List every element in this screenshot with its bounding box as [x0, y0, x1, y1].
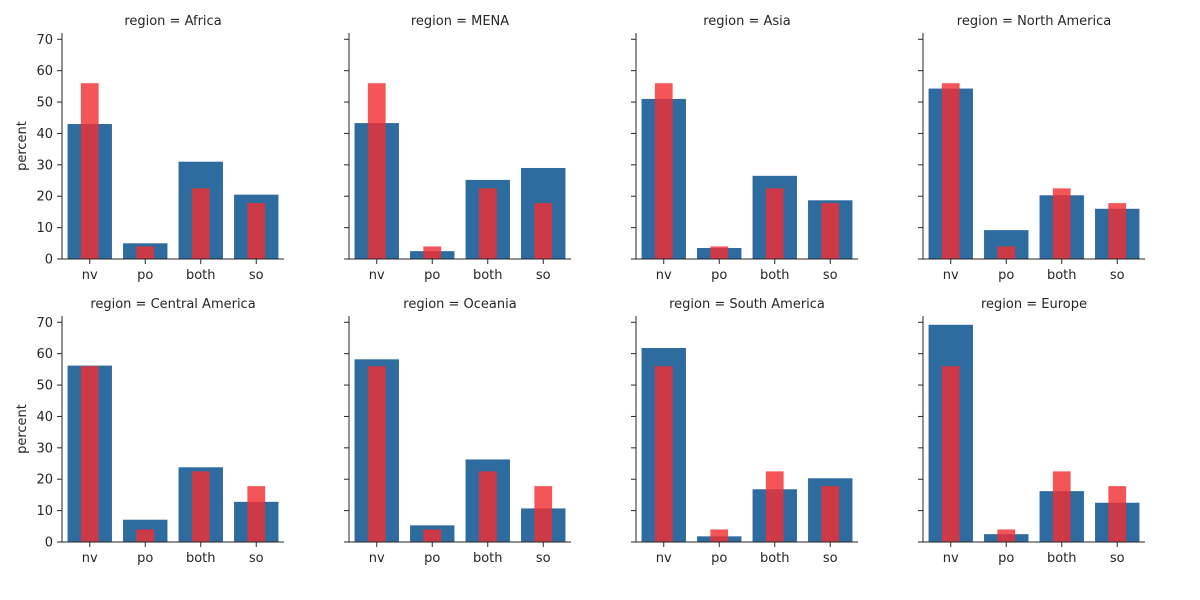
- bar-overall-nv: [80, 83, 99, 259]
- x-tick-label: both: [473, 268, 503, 283]
- bar-overall-po: [136, 529, 155, 542]
- facet-title: region = Europe: [981, 297, 1087, 312]
- bar-overall-po: [997, 529, 1016, 542]
- x-tick-label: so: [249, 551, 264, 566]
- bar-overall-both: [765, 188, 784, 259]
- bar-overall-so: [534, 203, 553, 259]
- x-tick-label: both: [473, 551, 503, 566]
- y-tick-label: 70: [36, 33, 53, 48]
- x-tick-label: po: [998, 268, 1014, 283]
- y-tick-label: 40: [36, 127, 53, 142]
- y-tick-label: 40: [36, 410, 53, 425]
- y-tick-label: 70: [36, 316, 53, 331]
- bar-overall-so: [1108, 486, 1127, 542]
- x-tick-label: nv: [369, 551, 385, 566]
- y-axis-label: percent: [15, 121, 30, 171]
- y-axis-label: percent: [15, 404, 30, 454]
- y-tick-label: 20: [36, 190, 53, 205]
- facet-title: region = South America: [669, 297, 825, 312]
- bar-overall-both: [765, 471, 784, 542]
- bar-overall-both: [191, 471, 210, 542]
- x-tick-label: nv: [82, 268, 98, 283]
- facet-panel: region = Europe nv po both so: [918, 297, 1145, 566]
- y-tick-label: 30: [36, 158, 53, 173]
- x-tick-label: nv: [656, 268, 672, 283]
- facet-title: region = North America: [957, 14, 1111, 29]
- bar-overall-both: [1052, 188, 1071, 259]
- bar-overall-so: [1108, 203, 1127, 259]
- y-tick-label: 20: [36, 473, 53, 488]
- x-tick-label: so: [249, 268, 264, 283]
- x-tick-label: po: [711, 268, 727, 283]
- bar-overall-nv: [941, 366, 960, 542]
- x-tick-label: both: [186, 551, 216, 566]
- y-tick-label: 0: [45, 536, 53, 551]
- bar-overall-po: [710, 246, 729, 259]
- bar-overall-po: [423, 246, 442, 259]
- bar-overall-both: [191, 188, 210, 259]
- bar-overall-nv: [654, 83, 673, 259]
- x-tick-label: po: [137, 268, 153, 283]
- bar-overall-po: [997, 246, 1016, 259]
- bar-overall-po: [710, 529, 729, 542]
- bar-overall-so: [247, 203, 266, 259]
- x-tick-label: nv: [943, 551, 959, 566]
- x-tick-label: both: [760, 268, 790, 283]
- y-tick-label: 10: [36, 504, 53, 519]
- x-tick-label: nv: [369, 268, 385, 283]
- facet-panel: region = Oceania nv po both so: [344, 297, 571, 566]
- y-tick-label: 30: [36, 441, 53, 456]
- y-tick-label: 0: [45, 253, 53, 268]
- x-tick-label: po: [424, 268, 440, 283]
- bar-overall-so: [821, 486, 840, 542]
- y-tick-label: 50: [36, 96, 53, 111]
- bar-overall-po: [423, 529, 442, 542]
- x-tick-label: so: [536, 268, 551, 283]
- x-tick-label: nv: [656, 551, 672, 566]
- facet-panel: region = Africa nv po both so 0 10 20 30 40 50 60 70…: [15, 14, 284, 283]
- x-tick-label: so: [1110, 268, 1125, 283]
- x-tick-label: so: [1110, 551, 1125, 566]
- y-tick-label: 10: [36, 221, 53, 236]
- facet-title: region = Africa: [124, 14, 221, 29]
- facet-panel: region = Central America nv po both so 0 10 20 3…: [15, 297, 284, 566]
- x-tick-label: nv: [943, 268, 959, 283]
- facet-title: region = MENA: [411, 14, 509, 29]
- bar-overall-so: [534, 486, 553, 542]
- bar-overall-both: [478, 188, 497, 259]
- bar-overall-both: [478, 471, 497, 542]
- facet-panel: region = MENA nv po both so: [344, 14, 571, 283]
- x-tick-label: so: [823, 551, 838, 566]
- bar-overall-nv: [654, 366, 673, 542]
- x-tick-label: po: [424, 551, 440, 566]
- bar-overall-both: [1052, 471, 1071, 542]
- bar-overall-nv: [941, 83, 960, 259]
- y-tick-label: 50: [36, 379, 53, 394]
- x-tick-label: both: [760, 551, 790, 566]
- bar-overall-nv: [80, 366, 99, 542]
- x-tick-label: po: [998, 551, 1014, 566]
- x-tick-label: both: [1047, 268, 1077, 283]
- x-tick-label: both: [186, 268, 216, 283]
- x-tick-label: nv: [82, 551, 98, 566]
- bar-overall-nv: [367, 366, 386, 542]
- bar-overall-nv: [367, 83, 386, 259]
- x-tick-label: both: [1047, 551, 1077, 566]
- bar-overall-so: [821, 203, 840, 259]
- facet-panel: region = Asia nv po both so: [631, 14, 858, 283]
- x-tick-label: so: [536, 551, 551, 566]
- facet-title: region = Central America: [90, 297, 255, 312]
- x-tick-label: po: [711, 551, 727, 566]
- x-tick-label: po: [137, 551, 153, 566]
- x-tick-label: so: [823, 268, 838, 283]
- bar-overall-po: [136, 246, 155, 259]
- y-tick-label: 60: [36, 64, 53, 79]
- y-tick-label: 60: [36, 347, 53, 362]
- bar-overall-so: [247, 486, 266, 542]
- facet-panel: region = South America nv po both so: [631, 297, 858, 566]
- facet-title: region = Oceania: [403, 297, 516, 312]
- facet-panel: region = North America nv po both so: [918, 14, 1145, 283]
- facet-title: region = Asia: [703, 14, 791, 29]
